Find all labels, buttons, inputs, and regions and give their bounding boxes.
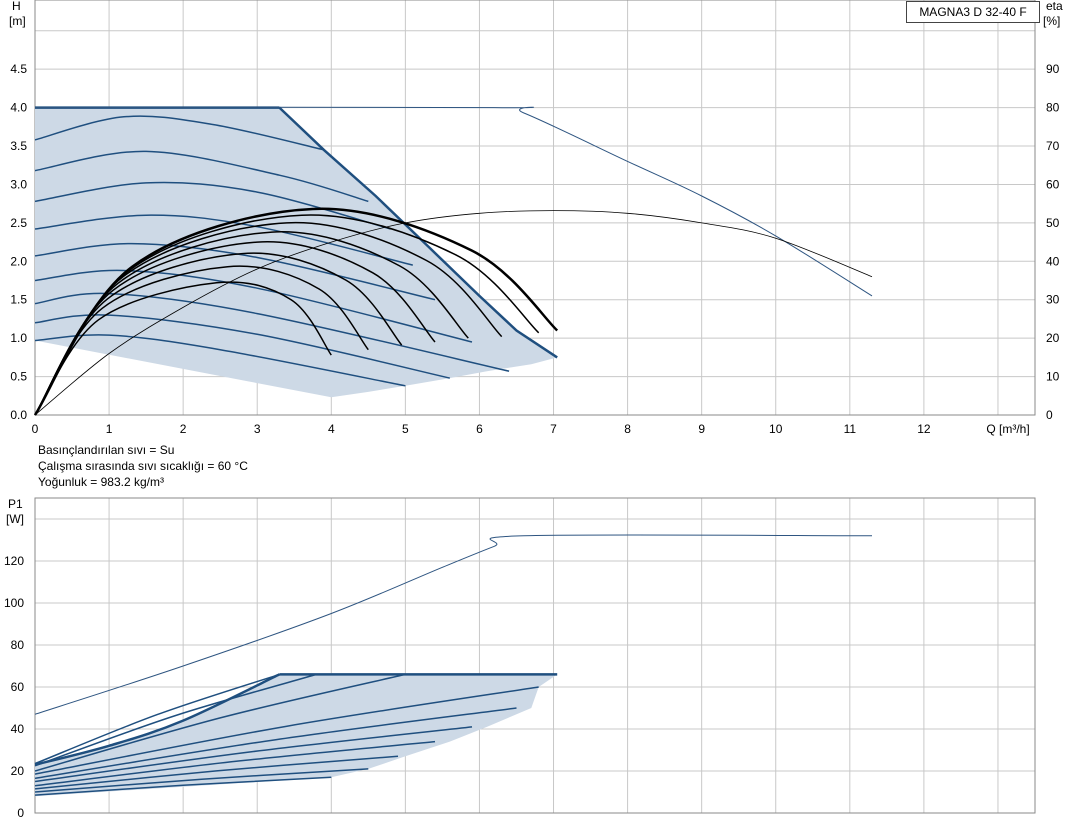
x-tick-label: 10 xyxy=(769,422,783,436)
y-axis-label: P1 xyxy=(8,497,23,511)
x-tick-label: 7 xyxy=(550,422,557,436)
speed-curve xyxy=(34,269,473,343)
x-tick-label: 6 xyxy=(476,422,483,436)
y-tick-label: 100 xyxy=(4,596,24,610)
y-axis-label: H xyxy=(12,0,21,13)
single-pump-head-curve xyxy=(34,106,873,297)
x-tick-label: 11 xyxy=(844,422,857,436)
y2-tick-label: 0 xyxy=(1046,408,1053,422)
x-tick-label: 3 xyxy=(254,422,261,436)
y-axis-unit: [W] xyxy=(6,512,24,526)
speed-curve xyxy=(34,181,391,230)
y2-tick-label: 90 xyxy=(1046,62,1060,76)
x-tick-label: 1 xyxy=(106,422,113,436)
power-speed-curve xyxy=(34,686,539,775)
y-tick-label: 120 xyxy=(4,554,24,568)
power-speed-curve xyxy=(34,673,280,765)
speed-curve xyxy=(34,150,369,203)
single-pump-power-curve xyxy=(34,534,873,715)
y-tick-label: 60 xyxy=(11,680,25,694)
x-tick-label: 2 xyxy=(180,422,187,436)
y-tick-label: 2.5 xyxy=(10,216,27,230)
speed-curve xyxy=(34,292,510,372)
y-tick-label: 2.0 xyxy=(10,254,27,268)
y-tick-label: 3.5 xyxy=(10,139,27,153)
efficiency-speed-curve xyxy=(34,281,332,416)
power-speed-curve xyxy=(34,776,332,796)
x-axis-label: Q [m³/h] xyxy=(986,422,1029,436)
y2-tick-label: 70 xyxy=(1046,139,1060,153)
x-tick-label: 12 xyxy=(917,422,931,436)
x-tick-label: 0 xyxy=(32,422,39,436)
y2-tick-label: 10 xyxy=(1046,370,1060,384)
efficiency-speed-curve xyxy=(33,207,559,416)
y-tick-label: 20 xyxy=(11,764,25,778)
operating-region xyxy=(35,107,558,398)
y-tick-label: 1.0 xyxy=(10,331,27,345)
power-speed-curve xyxy=(34,673,406,772)
x-tick-label: 5 xyxy=(402,422,409,436)
x-tick-label: 4 xyxy=(328,422,335,436)
power-speed-curve xyxy=(34,755,399,790)
y2-axis-label: eta xyxy=(1046,0,1063,13)
model-label: MAGNA3 D 32-40 F xyxy=(906,1,1040,23)
temperature-line: Çalışma sırasında sıvı sıcaklığı = 60 °C xyxy=(38,459,248,473)
power-speed-curve xyxy=(34,726,473,783)
y-tick-label: 1.5 xyxy=(10,293,27,307)
speed-curve xyxy=(34,314,450,379)
y2-tick-label: 20 xyxy=(1046,331,1060,345)
y-tick-label: 0 xyxy=(17,806,24,820)
y-tick-label: 3.0 xyxy=(10,177,27,191)
power-region xyxy=(35,674,558,797)
y2-tick-label: 40 xyxy=(1046,254,1060,268)
y2-tick-label: 30 xyxy=(1046,293,1060,307)
y-tick-label: 40 xyxy=(11,722,25,736)
efficiency-curve xyxy=(34,210,873,416)
head-chart: 0 1 2 3 4 5 6 7 8 9 10 11 12 Q [m³/h]0.00.51.01.52.02… xyxy=(9,0,1063,436)
x-tick-label: 9 xyxy=(698,422,705,436)
y-tick-label: 0.5 xyxy=(10,370,27,384)
max-speed-curve xyxy=(278,106,558,359)
power-chart: 0 20 40 60 80 100 120 P1[W] xyxy=(4,497,1036,820)
density-line: Yoğunluk = 983.2 kg/m³ xyxy=(38,475,164,489)
power-speed-curve xyxy=(34,740,436,787)
y2-tick-label: 50 xyxy=(1046,216,1060,230)
y2-tick-label: 60 xyxy=(1046,177,1060,191)
y2-tick-label: 80 xyxy=(1046,101,1060,115)
plot-frame xyxy=(34,497,1036,814)
fluid-line: Basınçlandırılan sıvı = Su xyxy=(38,443,175,457)
speed-curve xyxy=(34,214,413,266)
y-tick-label: 0.0 xyxy=(10,408,27,422)
y-axis-unit: [m] xyxy=(9,14,26,28)
y2-axis-unit: [%] xyxy=(1043,14,1060,28)
fluid-info: Basınçlandırılan sıvı = Su Çalışma sıras… xyxy=(38,442,248,490)
max-power-left-edge xyxy=(34,673,280,766)
power-speed-curve xyxy=(34,768,369,793)
y-tick-label: 4.0 xyxy=(10,101,27,115)
speed-curve xyxy=(34,115,325,151)
x-tick-label: 8 xyxy=(624,422,631,436)
power-speed-curve xyxy=(34,673,317,767)
y-tick-label: 4.5 xyxy=(10,62,27,76)
y-tick-label: 80 xyxy=(11,638,25,652)
power-speed-curve xyxy=(34,707,517,780)
